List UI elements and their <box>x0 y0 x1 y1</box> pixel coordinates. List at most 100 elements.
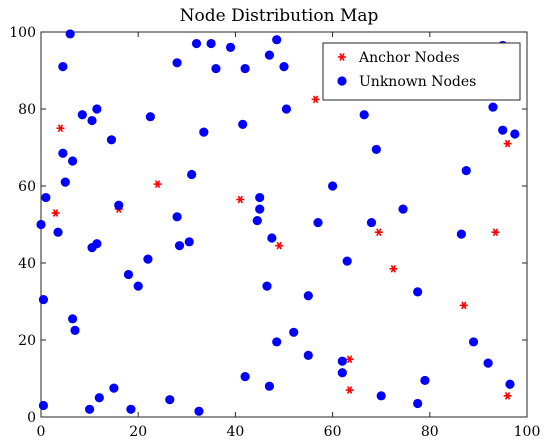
x-tick-label: 40 <box>226 424 244 440</box>
unknown-node-point <box>172 58 182 68</box>
unknown-node-point <box>85 404 95 414</box>
unknown-node-point <box>303 291 313 301</box>
unknown-node-point <box>165 395 175 405</box>
unknown-node-point <box>498 125 508 135</box>
unknown-node-point <box>240 63 250 74</box>
unknown-node-point <box>187 169 197 180</box>
unknown-node-point <box>272 337 282 347</box>
unknown-node-point <box>58 62 68 72</box>
unknown-node-point <box>67 156 78 166</box>
legend: Anchor Nodes Unknown Nodes <box>322 42 521 101</box>
axis-ticks: 0 20 40 60 80 100 0 20 40 60 80 100 <box>9 25 540 440</box>
unknown-node-point <box>238 119 248 129</box>
y-tick-label: 100 <box>9 25 36 41</box>
unknown-node-point <box>252 216 262 226</box>
anchor-node-point <box>459 301 468 310</box>
anchor-node-point <box>389 264 398 273</box>
legend-box <box>322 42 521 101</box>
unknown-node-point <box>468 337 479 347</box>
unknown-node-point <box>262 281 272 291</box>
unknown-node-point <box>488 102 498 112</box>
anchor-node-point <box>503 139 512 148</box>
unknown-node-point <box>87 115 97 126</box>
chart-title: Node Distribution Map <box>180 6 379 26</box>
anchor-node-point <box>374 228 383 237</box>
x-tick-label: 0 <box>37 424 46 440</box>
anchor-node-point <box>503 391 512 400</box>
anchor-node-point <box>153 180 162 188</box>
unknown-node-point <box>328 181 338 191</box>
x-tick-label: 60 <box>324 424 342 440</box>
unknown-node-point <box>267 233 277 243</box>
unknown-node-point <box>114 200 124 210</box>
unknown-node-point <box>281 104 292 114</box>
unknown-node-point <box>255 204 265 214</box>
unknown-node-point <box>53 227 63 237</box>
y-tick-label: 60 <box>18 179 36 195</box>
y-tick-label: 20 <box>18 333 36 349</box>
unknown-node-point <box>510 129 520 139</box>
unknown-node-point <box>58 148 68 158</box>
unknown-node-point <box>398 204 408 214</box>
unknown-node-point <box>60 177 70 187</box>
unknown-node-point <box>303 350 313 360</box>
unknown-node-point <box>145 112 155 122</box>
unknown-node-point <box>109 383 119 393</box>
unknown-node-point <box>337 356 347 366</box>
unknown-node-point <box>94 393 104 403</box>
y-tick-label: 40 <box>18 256 36 272</box>
unknown-node-point <box>413 398 423 409</box>
unknown-node-point <box>366 217 377 228</box>
unknown-node-point <box>36 219 46 230</box>
unknown-node-point <box>174 241 185 251</box>
unknown-node-point <box>211 63 221 74</box>
unknown-node-point <box>264 50 275 60</box>
unknown-node-point <box>505 379 515 389</box>
unknown-node-point <box>92 104 102 114</box>
unknown-node-point <box>38 294 49 305</box>
x-tick-label: 20 <box>129 424 147 440</box>
data-points <box>36 29 520 416</box>
unknown-node-point <box>483 358 493 368</box>
unknown-node-point <box>191 38 202 49</box>
unknown-node-point <box>371 144 381 155</box>
anchor-node-point <box>345 386 354 394</box>
unknown-node-point <box>70 325 80 335</box>
y-tick-label: 0 <box>27 410 36 426</box>
anchor-node-point <box>491 228 500 237</box>
unknown-node-point <box>184 237 194 247</box>
unknown-node-point <box>41 192 51 203</box>
unknown-node-point <box>225 42 236 53</box>
unknown-node-point <box>194 406 204 416</box>
unknown-node-point <box>376 391 386 401</box>
anchor-node-point <box>345 355 354 364</box>
x-tick-label: 100 <box>514 424 541 440</box>
x-tick-label: 80 <box>421 424 439 440</box>
unknown-node-point <box>133 281 143 291</box>
y-tick-label: 80 <box>18 102 36 118</box>
unknown-node-point <box>143 254 153 264</box>
unknown-node-point <box>172 212 182 222</box>
unknown-node-point <box>65 29 75 39</box>
unknown-node-point <box>342 256 352 266</box>
unknown-node-point <box>456 229 466 239</box>
unknown-node-point <box>264 381 275 391</box>
unknown-node-point <box>199 127 209 137</box>
unknown-node-point <box>38 400 49 411</box>
unknown-node-point <box>289 327 299 337</box>
unknown-node-point <box>77 110 87 120</box>
unknown-node-point <box>420 375 430 386</box>
unknown-node-point <box>92 239 102 249</box>
anchor-node-point <box>56 124 65 133</box>
legend-circle-icon <box>337 76 347 86</box>
unknown-node-point <box>123 269 134 280</box>
unknown-node-point <box>206 38 216 49</box>
unknown-node-point <box>240 371 250 382</box>
legend-label: Anchor Nodes <box>358 50 460 66</box>
unknown-node-point <box>272 35 282 45</box>
unknown-node-point <box>359 110 369 120</box>
anchor-node-point <box>275 241 284 250</box>
unknown-node-point <box>67 314 78 324</box>
anchor-node-point <box>236 195 245 204</box>
